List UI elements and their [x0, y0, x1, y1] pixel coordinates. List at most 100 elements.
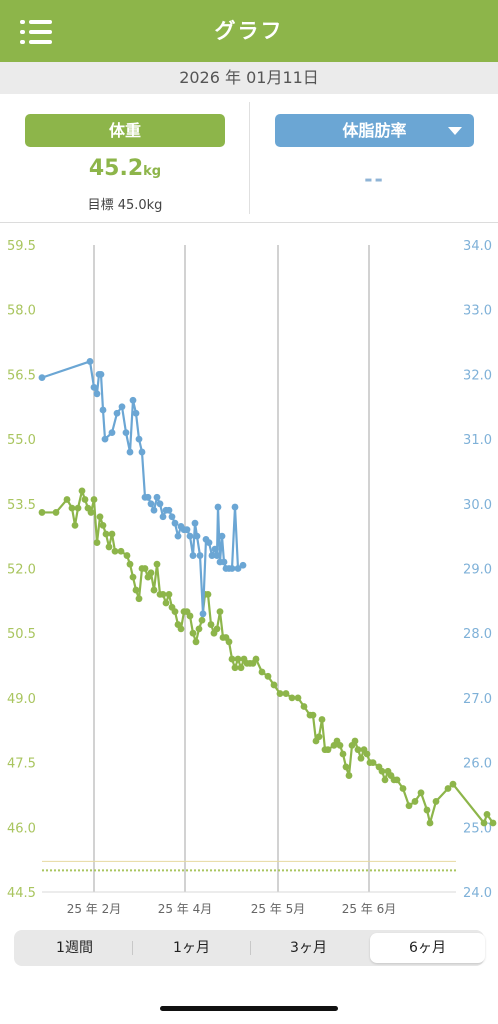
weight-point [68, 504, 76, 512]
weight-point [117, 547, 125, 555]
tab-3months[interactable]: 3ヶ月 [251, 933, 366, 963]
weight-point [81, 496, 89, 503]
weight-point [417, 789, 425, 797]
body-fat-point [86, 358, 94, 365]
weight-point [300, 703, 308, 710]
tab-label: 1ヶ月 [173, 940, 210, 956]
weight-point [204, 590, 212, 598]
weight-point [345, 772, 353, 779]
weight-point [135, 595, 143, 603]
weight-button[interactable]: 体重 [25, 114, 225, 147]
weight-point [159, 590, 167, 598]
weight-point [294, 694, 302, 702]
weight-point [363, 750, 371, 758]
y-tick-left: 56.5 [7, 368, 36, 383]
body-fat-point [93, 390, 101, 398]
body-fat-point [135, 435, 143, 443]
weight-point [123, 552, 131, 559]
body-fat-point [171, 519, 179, 527]
weight-point [165, 590, 173, 598]
weight-point [336, 741, 344, 749]
weight-point [237, 664, 245, 672]
y-tick-left: 53.5 [7, 498, 36, 513]
body-fat-point [191, 519, 199, 527]
weight-point [258, 668, 266, 676]
weight-point [198, 616, 206, 624]
tab-label: 1週間 [56, 940, 93, 956]
list-menu-icon[interactable] [20, 20, 52, 46]
body-fat-point [211, 545, 219, 553]
weight-point [213, 625, 221, 633]
body-fat-point [196, 552, 204, 559]
weight-point [357, 754, 365, 762]
weight-point [52, 509, 60, 516]
body-fat-point [126, 448, 134, 456]
weight-line [42, 489, 494, 825]
y-tick-right: 29.0 [463, 563, 492, 578]
weight-point [129, 573, 137, 581]
weight-point [426, 819, 434, 827]
weight-button-label: 体重 [108, 121, 141, 140]
y-tick-left: 58.0 [7, 304, 36, 319]
y-tick-right: 32.0 [463, 368, 492, 383]
body-fat-point [220, 558, 228, 566]
summary-panel: 体重 45.2kg 目標 45.0kg 体脂肪率 -- [0, 94, 498, 223]
chart-grid [42, 245, 456, 893]
weight-point [354, 746, 362, 754]
left-axis: 59.5 58.0 56.5 55.0 53.5 52.0 50.5 49.0 47.5 46.0… [7, 239, 36, 901]
weight-point [162, 599, 170, 607]
y-tick-right: 25.0 [463, 821, 492, 836]
x-axis: 25 年 2月 25 年 4月 25 年 5月 25 年 6月 [67, 902, 397, 916]
page-title: グラフ [214, 19, 284, 43]
y-tick-right: 30.0 [463, 498, 492, 513]
body-fat-point [213, 552, 221, 559]
tab-6months[interactable]: 6ヶ月 [370, 933, 485, 963]
tab-divider [132, 941, 133, 955]
weight-point [228, 655, 236, 663]
body-fat-point [101, 435, 109, 443]
weight-point [189, 629, 197, 637]
weight-point [393, 776, 401, 784]
date-label: 2026 年 01月11日 [0, 62, 498, 94]
weight-point [234, 655, 242, 663]
body-fat-point [147, 500, 155, 508]
weight-point [153, 560, 161, 568]
tab-divider [250, 941, 251, 955]
body-fat-point [108, 429, 116, 437]
weight-number: 45.2 [88, 156, 144, 181]
weight-point [225, 638, 233, 646]
tab-1week[interactable]: 1週間 [17, 933, 132, 963]
body-fat-point [38, 374, 46, 382]
weight-point [489, 819, 497, 827]
y-tick-left: 52.0 [7, 563, 36, 578]
weight-point [369, 759, 377, 766]
weight-point [195, 625, 203, 633]
period-selector: 1週間 1ヶ月 3ヶ月 6ヶ月 [14, 930, 485, 966]
body-fat-point [99, 406, 107, 414]
weight-point [132, 586, 140, 594]
weight-point [108, 530, 116, 538]
weight-point [339, 750, 347, 758]
body-fat-dropdown[interactable]: 体脂肪率 [275, 114, 474, 147]
body-fat-point [199, 610, 207, 618]
weight-point [147, 569, 155, 577]
weight-point [318, 716, 326, 723]
weight-point [78, 487, 86, 495]
weight-point [351, 737, 359, 745]
home-indicator [160, 1006, 338, 1011]
weight-point [480, 819, 488, 827]
weight-point [483, 810, 491, 818]
body-fat-point [150, 506, 158, 514]
body-fat-point [168, 513, 176, 521]
weight-point [378, 767, 386, 775]
y-tick-left: 44.5 [7, 886, 36, 901]
tab-1month[interactable]: 1ヶ月 [134, 933, 249, 963]
weight-point [87, 509, 95, 516]
body-fat-point [205, 539, 213, 547]
y-tick-right: 34.0 [463, 239, 492, 254]
x-tick-label: 25 年 4月 [158, 902, 213, 916]
y-tick-left: 49.0 [7, 692, 36, 707]
y-tick-left: 47.5 [7, 757, 36, 772]
body-fat-point [228, 565, 236, 572]
weight-point [71, 521, 79, 529]
